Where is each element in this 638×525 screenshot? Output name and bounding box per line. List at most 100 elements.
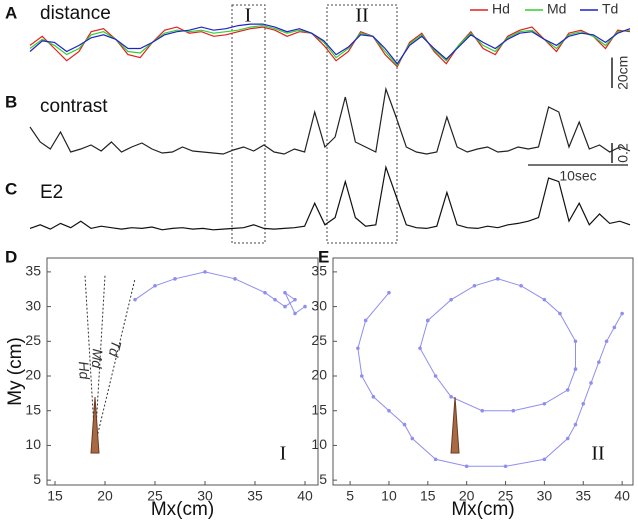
- x-tick-label: 10: [381, 488, 397, 504]
- gaze-label: Hd: [76, 361, 93, 381]
- corner-label: I: [280, 443, 287, 465]
- time-label: 10sec: [559, 168, 596, 184]
- y-tick-label: 15: [25, 401, 41, 417]
- point: [449, 297, 453, 302]
- point: [387, 290, 391, 295]
- point: [542, 457, 547, 462]
- y-tick-label: 5: [319, 471, 327, 487]
- x-tick-label: 15: [420, 488, 436, 504]
- box-label: II: [355, 5, 368, 27]
- x-tick-label: 30: [197, 488, 213, 504]
- trace: [29, 26, 631, 68]
- box-i: [231, 4, 266, 244]
- panel-title: contrast: [40, 96, 108, 117]
- point: [495, 277, 500, 281]
- point: [133, 297, 137, 302]
- point: [597, 360, 601, 364]
- point: [293, 311, 297, 316]
- y-tick-label: 20: [311, 367, 327, 383]
- trace: [29, 86, 631, 155]
- x-tick-label: 35: [247, 488, 263, 504]
- x-tick-label: 35: [575, 488, 591, 504]
- point: [503, 464, 508, 469]
- point: [480, 408, 485, 413]
- x-tick-label: 25: [498, 488, 514, 504]
- point: [363, 318, 368, 323]
- point: [283, 290, 287, 295]
- point: [418, 346, 422, 351]
- point: [620, 311, 624, 316]
- panel-label: D: [5, 247, 17, 266]
- point: [263, 290, 267, 295]
- legend-label: Td: [602, 1, 618, 17]
- y-tick-label: 20: [25, 367, 41, 383]
- point: [303, 304, 307, 309]
- point: [565, 388, 570, 392]
- fish: [90, 396, 100, 454]
- point: [233, 277, 237, 281]
- x-tick-label: 15: [47, 488, 63, 504]
- point: [581, 401, 586, 406]
- point: [573, 422, 578, 427]
- trace: [29, 24, 631, 67]
- scale-label: 20cm: [615, 56, 631, 90]
- point: [410, 436, 415, 441]
- x-tick-label: 5: [346, 488, 354, 504]
- point: [387, 408, 391, 413]
- panel-label: B: [5, 92, 17, 111]
- point: [283, 304, 287, 309]
- y-tick-label: 5: [33, 471, 41, 487]
- trace: [134, 271, 306, 315]
- x-tick-label: 40: [297, 488, 313, 504]
- y-tick-label: 25: [311, 332, 327, 348]
- panel-title: distance: [40, 3, 111, 24]
- legend-label: Hd: [492, 1, 510, 17]
- trace: [29, 23, 631, 65]
- point: [203, 270, 207, 274]
- scale-label: 0.2: [615, 143, 631, 163]
- y-tick-label: 15: [311, 401, 327, 417]
- x-axis-label: Mx(cm): [151, 499, 214, 520]
- fish: [450, 396, 460, 454]
- y-tick-label: 35: [311, 263, 327, 279]
- x-tick-label: 25: [147, 488, 163, 504]
- panel-title: E2: [40, 182, 63, 203]
- point: [449, 395, 453, 399]
- point: [371, 395, 376, 399]
- point: [565, 436, 570, 441]
- box-ii: [326, 4, 398, 244]
- gaze-label: Td: [105, 339, 125, 360]
- point: [293, 297, 297, 302]
- point: [173, 277, 177, 281]
- point: [573, 367, 578, 371]
- gaze-label: Md: [89, 348, 106, 370]
- point: [359, 374, 364, 378]
- y-axis-label: My (cm): [5, 337, 26, 406]
- point: [426, 318, 430, 323]
- y-tick-label: 10: [25, 436, 41, 452]
- corner-label: II: [591, 443, 604, 465]
- point: [511, 408, 516, 413]
- x-tick-label: 20: [459, 488, 475, 504]
- point: [464, 464, 469, 469]
- point: [402, 422, 407, 427]
- point: [356, 346, 360, 351]
- panel-label: A: [5, 3, 17, 22]
- y-tick-label: 30: [25, 297, 41, 313]
- gaze-line: [94, 278, 136, 446]
- point: [573, 339, 578, 344]
- x-tick-label: 20: [97, 488, 113, 504]
- point: [542, 297, 547, 302]
- box-label: I: [245, 5, 252, 27]
- y-tick-label: 10: [311, 436, 327, 452]
- point: [153, 283, 157, 288]
- point: [542, 401, 547, 406]
- trace: [29, 164, 631, 231]
- point: [589, 381, 593, 385]
- y-tick-label: 25: [25, 332, 41, 348]
- point: [433, 457, 438, 462]
- point: [558, 311, 562, 316]
- point: [472, 283, 477, 288]
- y-tick-label: 30: [311, 297, 327, 313]
